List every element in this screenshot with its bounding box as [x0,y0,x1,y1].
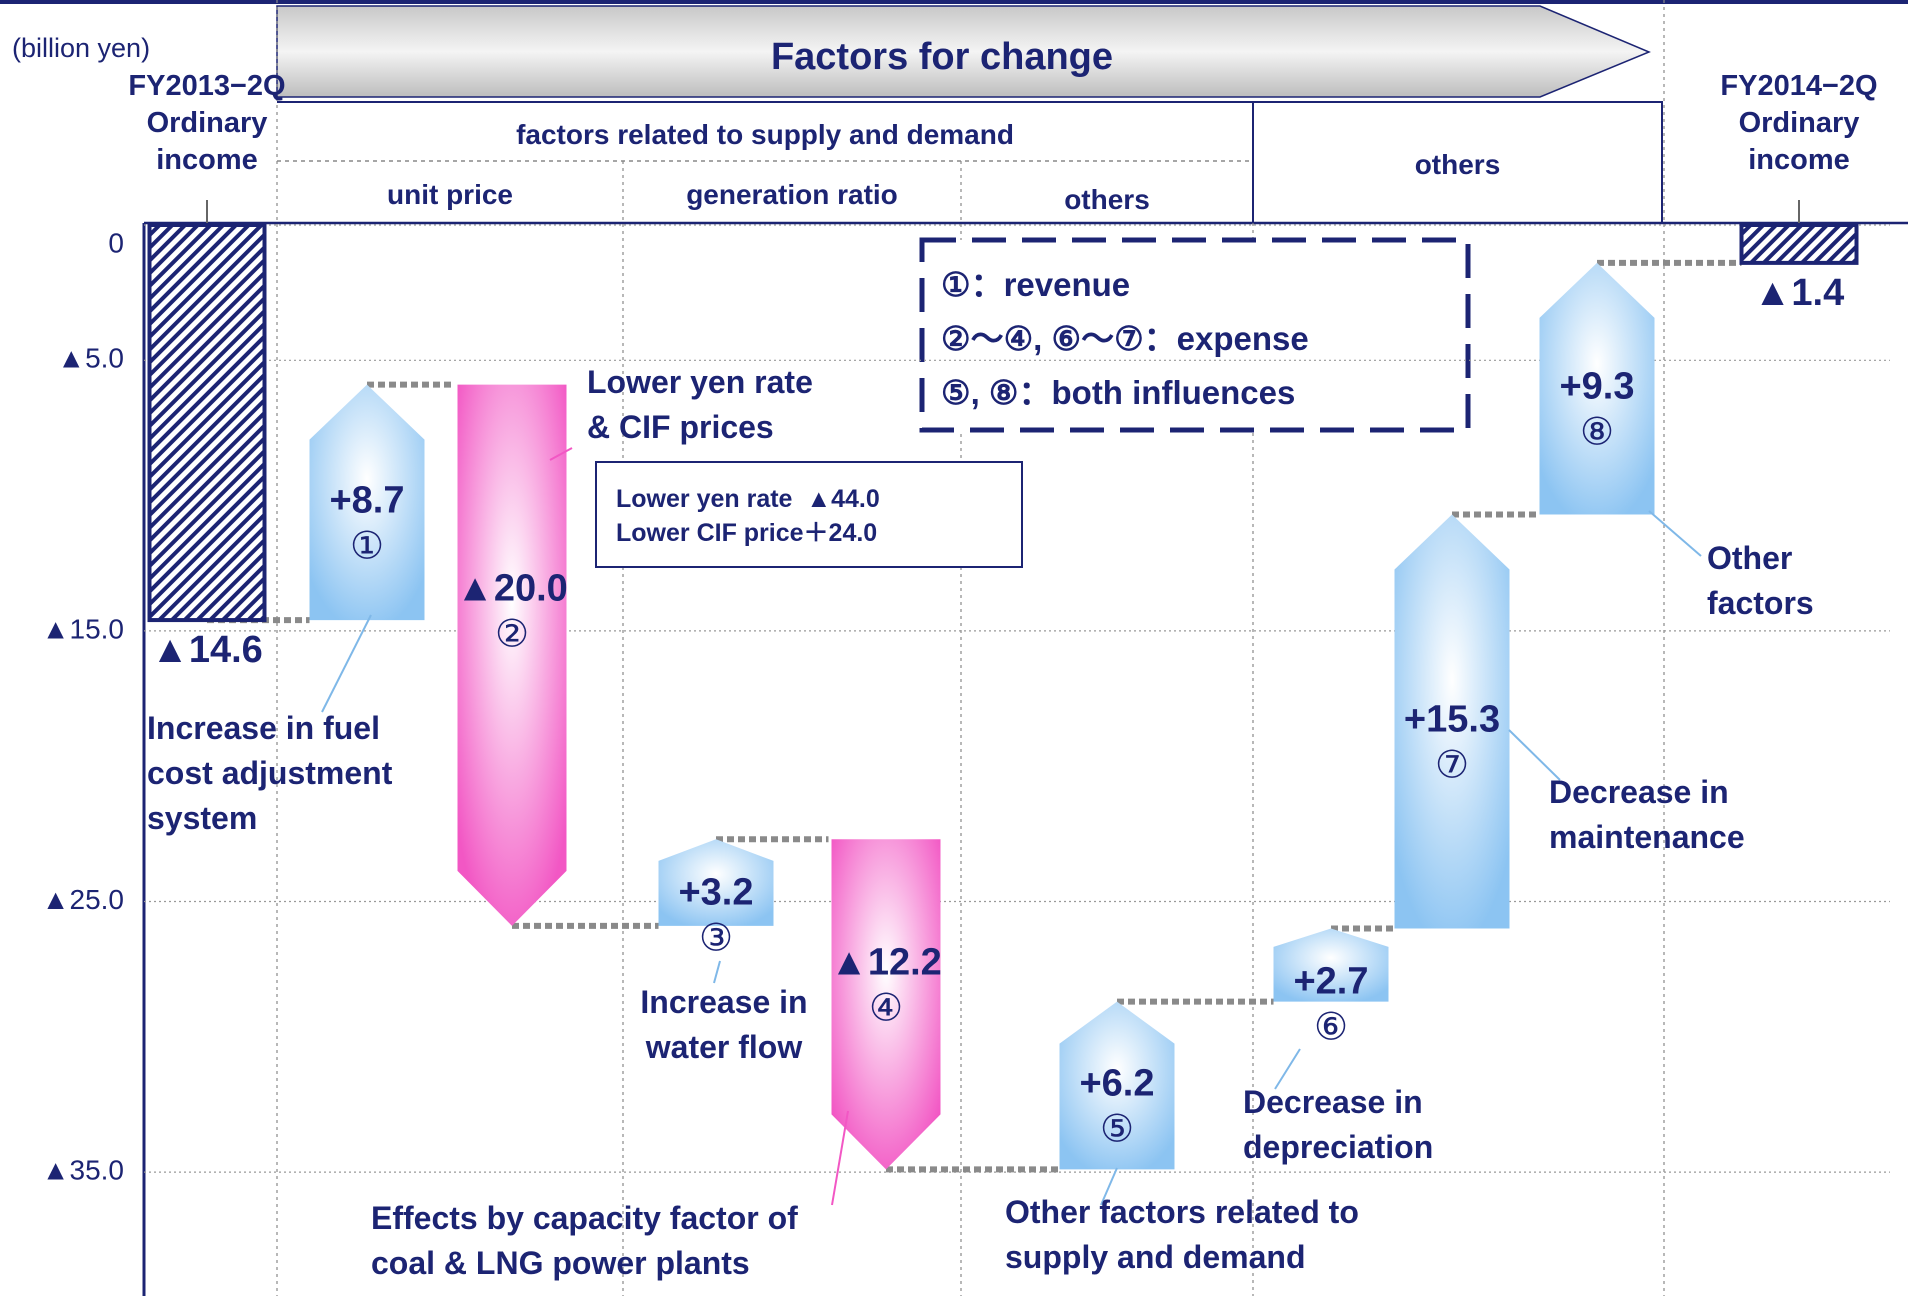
step-label: ⑥ [1314,1007,1348,1049]
data-label: +2.7 [1293,961,1368,1003]
sub-header: others [1064,184,1150,215]
y-tick-label: ▲25.0 [42,884,124,915]
data-label: +6.2 [1079,1063,1154,1105]
annotation: Decrease in depreciation [1243,1084,1434,1165]
step-label: ⑤ [1100,1109,1134,1151]
data-label: +8.7 [329,479,404,521]
increase-bar [1059,1001,1175,1170]
leader-line [1648,510,1702,557]
sub-header: unit price [386,179,513,210]
step-label: ② [495,613,529,655]
data-label: +3.2 [678,871,753,913]
y-tick-label: 0 [108,227,124,258]
annotation: Increase in water flow [640,984,808,1065]
annotation: Increase in fuel cost adjustment system [147,710,393,836]
leader-line [1274,1048,1301,1090]
data-label: ▲14.6 [151,629,263,671]
increase-bar [1394,514,1510,929]
group-header: factors related to supply and demand [516,119,1014,150]
category-label: FY2013−2Q Ordinary income [128,70,286,176]
group-header: others [1414,149,1501,180]
y-tick-label: ▲35.0 [42,1154,124,1185]
leader-line [1508,729,1561,781]
step-label: ① [350,525,384,567]
category-label: FY2014−2Q Ordinary income [1720,70,1878,176]
annotation: Effects by capacity factor of coal & LNG… [371,1200,798,1281]
step-label: ③ [699,917,733,959]
annotation: Lower yen rate & CIF prices [587,364,813,445]
decrease-bar [457,384,567,926]
marks: ▲14.6 +8.7① ▲20.0② +3.2③ ▲12.2④ +6.2⑤ +2.7⑥ +15… [147,223,1859,1173]
annotation: Other factors [1707,540,1814,621]
increase-bar [309,384,425,621]
note-box [595,461,1023,568]
step-label: ⑦ [1435,745,1469,787]
note-text: Lower yen rate ▲44.0 [616,485,880,513]
data-label: ▲12.2 [830,942,942,984]
decrease-bar [831,839,941,1170]
data-label: ▲20.0 [456,567,568,609]
legend-text: ⑤, ⑧：both influences [941,374,1296,411]
total-bar [147,223,267,623]
annotation: Decrease in maintenance [1549,774,1745,855]
note-text: Lower CIF price＋24.0 [616,519,878,547]
legend-box [919,237,1471,433]
step-label: ④ [869,988,903,1030]
chart-title: Factors for change [770,36,1114,78]
total-bar [1739,223,1859,265]
data-label: +15.3 [1404,699,1500,741]
grid: 0 ▲5.0 ▲15.0 ▲25.0 ▲35.0 [42,224,1890,1185]
y-tick-label: ▲5.0 [57,343,124,374]
y-tick-label: ▲15.0 [42,613,124,644]
leader-line [713,960,721,984]
increase-bar [1273,928,1389,1002]
legend-text: ①：revenue [941,266,1131,303]
annotation: Other factors related to supply and dema… [1005,1194,1359,1275]
increase-bar [658,839,774,926]
leader-line [549,447,573,461]
leader-line [831,1110,849,1206]
title-arrow [276,5,1651,98]
step-label: ⑧ [1580,412,1614,454]
leader-line [1100,1167,1118,1206]
unit-label: (billion yen) [12,33,151,63]
sub-header: generation ratio [686,179,898,210]
data-label: ▲1.4 [1754,272,1844,314]
data-label: +9.3 [1559,366,1634,408]
increase-bar [1539,262,1655,515]
legend-text: ②〜④, ⑥〜⑦：expense [941,320,1309,357]
leader-line [321,614,372,713]
